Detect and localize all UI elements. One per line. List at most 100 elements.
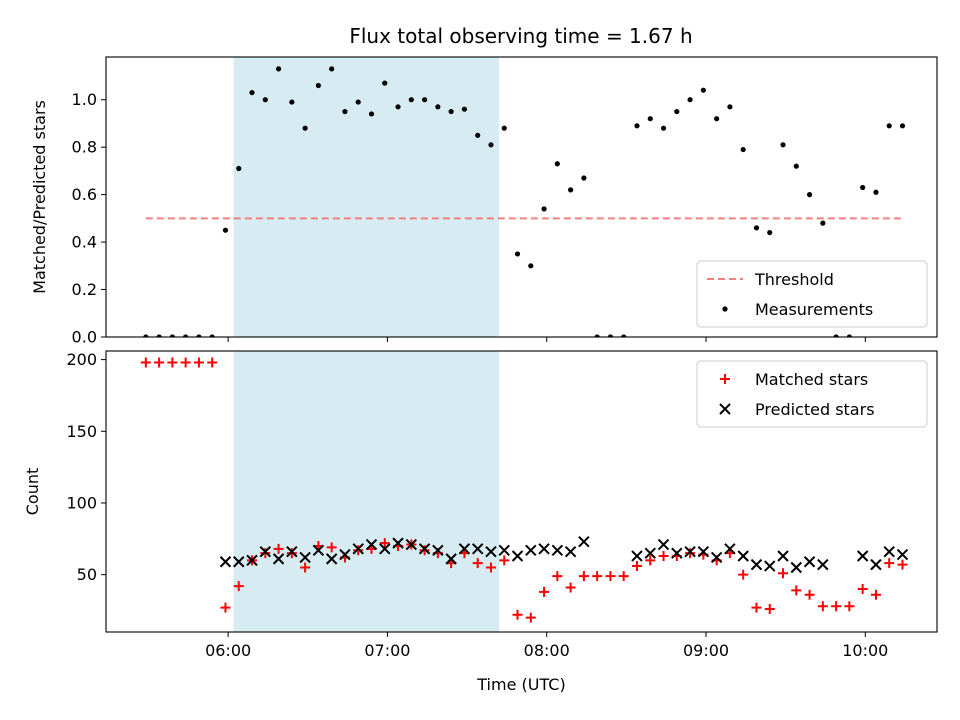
measurement-point xyxy=(342,108,348,115)
observing-window-span xyxy=(233,57,499,337)
measurement-point xyxy=(833,334,839,337)
matched-star-point xyxy=(180,357,191,368)
measurement-point xyxy=(528,263,534,269)
measurement-point xyxy=(846,334,852,337)
matched-star-point xyxy=(539,586,550,597)
bottom-panel-count: 50 100 150 200 06:00 07:00 08:00 09:00 10:00 Coun… xyxy=(23,350,938,694)
measurement-point xyxy=(475,132,481,138)
matched-star-point xyxy=(233,581,244,592)
measurement-point xyxy=(740,146,746,153)
measurement-point xyxy=(581,175,587,181)
matched-star-point xyxy=(804,589,815,600)
predicted-star-point xyxy=(471,543,484,555)
measurement-point xyxy=(621,334,627,337)
measurement-point xyxy=(514,251,521,257)
predicted-star-point xyxy=(684,546,696,558)
predicted-star-point xyxy=(671,547,683,559)
y-tick-label: 0.2 xyxy=(72,280,97,299)
measurement-point xyxy=(395,104,401,110)
measurement-point xyxy=(408,97,414,103)
measurement-point xyxy=(289,99,295,105)
matched-star-point xyxy=(631,561,642,572)
predicted-star-point xyxy=(259,546,272,558)
x-tick-label: 08:00 xyxy=(524,641,570,660)
predicted-star-point xyxy=(896,548,909,561)
matched-star-point xyxy=(499,555,510,566)
matched-star-point xyxy=(552,571,563,582)
legend-matched-swatch xyxy=(720,374,730,384)
measurement-point xyxy=(275,66,282,72)
matched-star-point xyxy=(685,548,696,559)
measurement-point xyxy=(355,99,361,105)
y-axis-label: Matched/Predicted stars xyxy=(30,100,49,294)
legend-entry-label: Measurements xyxy=(755,300,873,319)
measurement-point xyxy=(674,108,680,115)
predicted-star-point xyxy=(856,550,869,562)
measurement-point xyxy=(687,97,693,103)
predicted-star-point xyxy=(246,554,258,567)
matched-star-point xyxy=(140,357,151,368)
matched-star-point xyxy=(525,612,536,623)
predicted-star-point xyxy=(511,550,524,562)
measurement-point xyxy=(249,89,255,96)
y-axis-label: Count xyxy=(23,468,42,516)
observing-window-span xyxy=(233,351,499,632)
measurement-point xyxy=(634,123,640,129)
predicted-star-point xyxy=(233,556,245,568)
matched-star-point xyxy=(751,602,762,613)
matched-star-point xyxy=(286,548,297,559)
measurement-point xyxy=(793,163,799,169)
legend-box xyxy=(696,360,928,428)
measurement-point xyxy=(143,334,149,337)
matched-star-point xyxy=(884,558,895,569)
matched-star-point xyxy=(870,589,881,600)
predicted-star-point xyxy=(551,544,564,556)
matched-star-point xyxy=(353,545,364,556)
predicted-star-point xyxy=(657,538,670,551)
measurement-point xyxy=(222,227,229,233)
measurement-point xyxy=(541,206,547,212)
measurement-point xyxy=(421,97,428,103)
chart-title: Flux total observing time = 1.67 h xyxy=(349,24,692,48)
matched-star-point xyxy=(485,562,496,573)
predicted-star-point xyxy=(750,558,763,571)
predicted-star-point xyxy=(352,543,364,555)
legend: Threshold Measurements xyxy=(696,260,928,328)
matched-star-point xyxy=(167,357,178,368)
measurement-point xyxy=(315,82,321,89)
y-tick-label: 1.0 xyxy=(72,90,97,109)
measurement-point xyxy=(860,184,866,191)
predicted-star-point xyxy=(764,560,776,572)
y-tick-label: 200 xyxy=(66,350,97,369)
predicted-star-point xyxy=(498,544,510,556)
measurement-point xyxy=(594,334,600,337)
predicted-star-point xyxy=(458,543,471,555)
measurement-point xyxy=(461,106,468,112)
measurement-point xyxy=(806,192,813,198)
x-tick-label: 07:00 xyxy=(364,641,410,660)
predicted-star-point xyxy=(485,546,497,558)
matched-star-point xyxy=(207,357,218,368)
matched-star-point xyxy=(605,571,616,582)
measurement-point xyxy=(236,165,242,172)
matched-star-point xyxy=(379,538,390,549)
measurement-point xyxy=(183,334,189,337)
matched-star-point xyxy=(193,357,204,368)
matched-star-point xyxy=(831,601,842,612)
predicted-star-point xyxy=(379,543,391,555)
measurement-point xyxy=(607,334,614,337)
predicted-star-point xyxy=(432,544,444,556)
matched-star-point xyxy=(419,545,430,556)
axes-frame xyxy=(105,350,938,633)
matched-star-point xyxy=(817,601,828,612)
legend-predicted-swatch xyxy=(719,403,731,415)
measurement-point xyxy=(302,125,308,131)
predicted-star-point xyxy=(790,561,802,574)
predicted-star-point xyxy=(564,546,577,558)
predicted-star-point xyxy=(710,551,723,564)
y-tick-label: 0.4 xyxy=(72,233,97,252)
measurement-point xyxy=(435,104,441,110)
top-panel-ratio: 0.0 0.2 0.4 0.6 0.8 1.0 Matched/Predicted star… xyxy=(30,56,938,347)
predicted-star-point xyxy=(817,558,829,571)
matched-star-point xyxy=(844,601,855,612)
